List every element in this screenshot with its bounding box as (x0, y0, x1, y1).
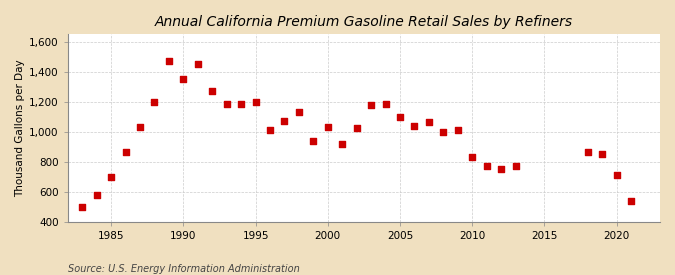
Point (134, 125, 145, 130)
Text: Source: U.S. Energy Information Administration: Source: U.S. Energy Information Administ… (68, 264, 299, 274)
Point (279, 118, 290, 123)
Point (423, 120, 434, 124)
Point (395, 115, 406, 119)
Point (77, 205, 88, 209)
Point (163, 58, 174, 63)
Point (452, 128, 463, 133)
Point (380, 102, 391, 106)
Point (178, 77, 189, 81)
Point (467, 155, 478, 160)
Point (366, 103, 377, 107)
Point (236, 102, 246, 106)
Point (495, 166, 506, 171)
Point (583, 150, 593, 154)
Point (207, 89, 217, 94)
Point (192, 62, 203, 67)
Y-axis label: Thousand Gallons per Day: Thousand Gallons per Day (15, 59, 25, 197)
Point (481, 163, 492, 168)
Point (294, 110, 304, 114)
Point (626, 199, 637, 203)
Point (120, 150, 131, 154)
Point (149, 100, 160, 104)
Point (438, 130, 449, 134)
Point (221, 102, 232, 106)
Point (597, 151, 608, 156)
Point (91, 193, 102, 198)
Point (510, 163, 521, 168)
Title: Annual California Premium Gasoline Retail Sales by Refiners: Annual California Premium Gasoline Retai… (155, 15, 573, 29)
Point (612, 173, 622, 177)
Point (250, 100, 261, 104)
Point (409, 123, 420, 128)
Point (265, 128, 275, 133)
Point (323, 125, 333, 130)
Point (337, 142, 348, 146)
Point (106, 175, 117, 179)
Point (351, 126, 362, 130)
Point (308, 139, 319, 143)
